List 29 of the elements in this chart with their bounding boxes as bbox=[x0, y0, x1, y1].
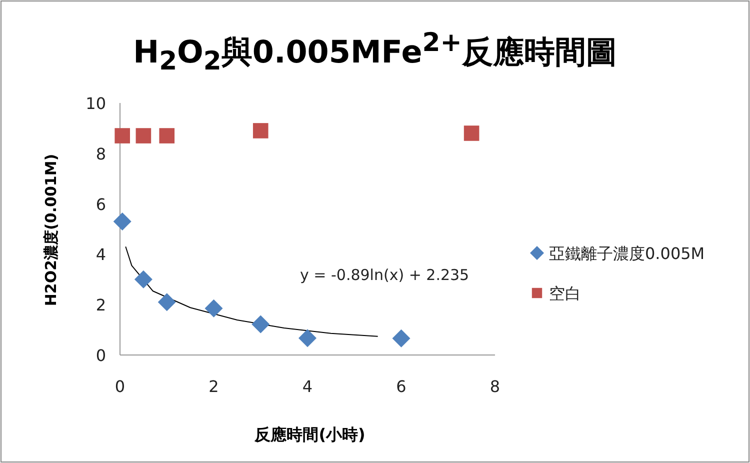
point bbox=[252, 315, 270, 334]
x-tick-label: 8 bbox=[490, 377, 500, 396]
point bbox=[464, 126, 480, 141]
point bbox=[298, 329, 316, 348]
x-tick-label: 0 bbox=[114, 377, 126, 396]
point bbox=[158, 293, 176, 312]
point bbox=[136, 128, 152, 144]
chart-title: H$_{2}$O$_{2}$與0.005MFe$^{2+}$反應時間圖 bbox=[132, 28, 618, 77]
point bbox=[113, 212, 132, 230]
x-tick-label: 4 bbox=[302, 377, 313, 396]
point bbox=[204, 299, 223, 318]
point bbox=[114, 128, 130, 144]
point bbox=[252, 123, 268, 138]
y-tick-label: 6 bbox=[96, 194, 106, 214]
x-axis-title: 反應時間(小時) bbox=[254, 425, 366, 444]
y-tick-label: 2 bbox=[96, 296, 106, 315]
point bbox=[134, 270, 152, 288]
y-tick-label: 4 bbox=[96, 245, 106, 264]
x-tick-label: 6 bbox=[396, 377, 406, 396]
y-tick-label: 8 bbox=[96, 144, 106, 164]
y-axis-title: H2O2濃度(0.001M) bbox=[42, 154, 60, 306]
point bbox=[392, 329, 410, 348]
y-tick-label: 10 bbox=[86, 94, 106, 113]
point bbox=[159, 128, 175, 144]
legend-label: 亞鐵離子濃度0.005M bbox=[549, 244, 705, 263]
legend-label: 空白 bbox=[549, 284, 581, 303]
y-tick-label: 0 bbox=[96, 346, 106, 365]
x-tick-label: 2 bbox=[208, 377, 219, 396]
annotation: y = -0.89ln(x) + 2.235 bbox=[300, 266, 470, 284]
